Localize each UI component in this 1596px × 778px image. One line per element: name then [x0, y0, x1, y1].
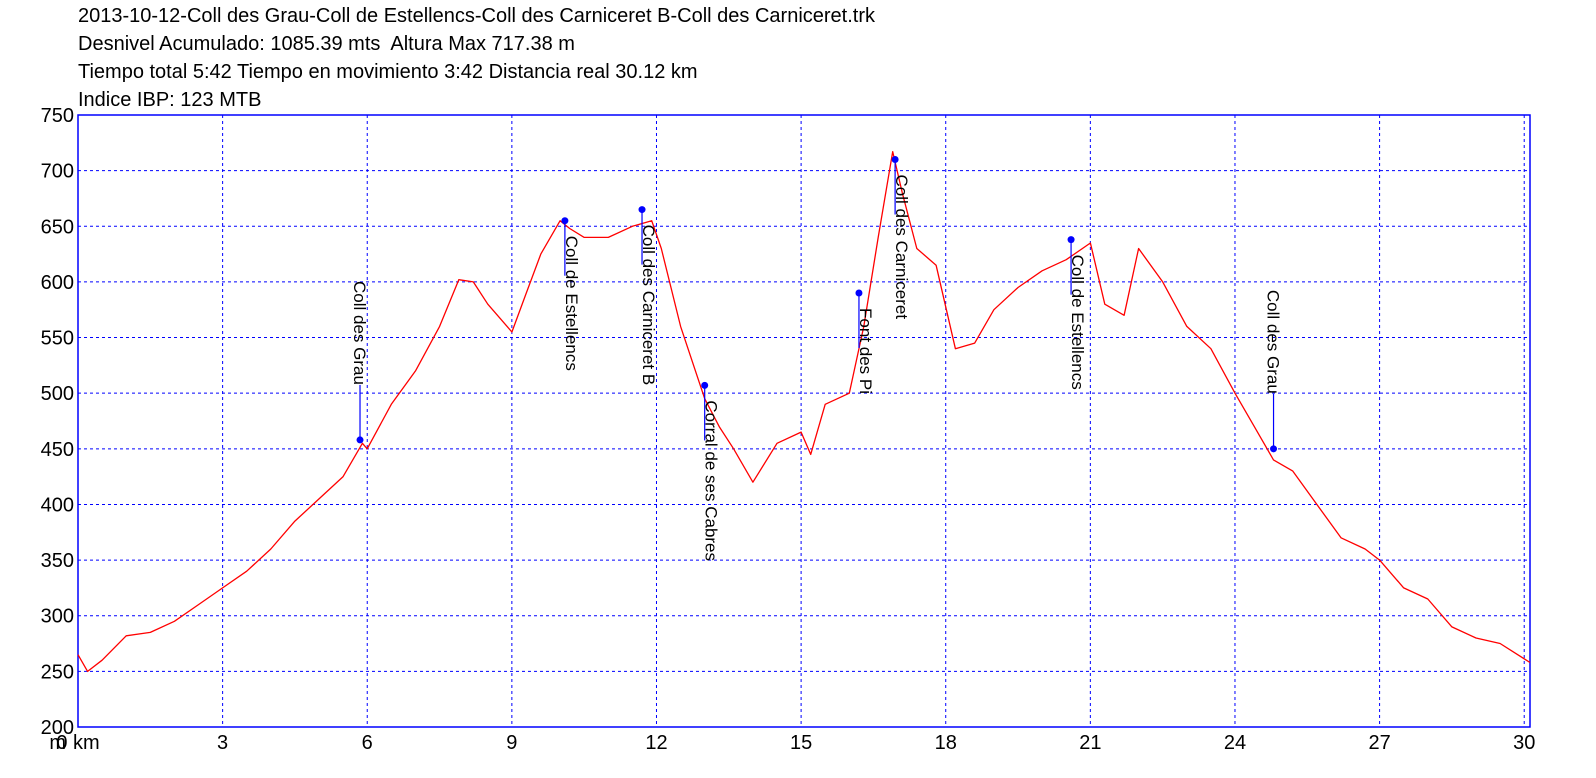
x-tick-label: 24: [1224, 732, 1246, 754]
y-tick-label: 200: [41, 717, 74, 739]
y-tick-label: 400: [41, 494, 74, 516]
ibp-index: Indice IBP: 123 MTB: [78, 89, 262, 111]
chart-title: 2013-10-12-Coll des Grau-Coll de Estelle…: [78, 5, 875, 27]
x-tick-label: 0 km: [56, 732, 99, 754]
x-tick-label: 18: [935, 732, 957, 754]
x-tick-label: 6: [362, 732, 373, 754]
waypoint-label: Coll de Estellencs: [1068, 255, 1087, 390]
waypoint-marker: [855, 289, 863, 297]
y-axis-unit-label: m: [49, 732, 66, 754]
x-tick-label: 30: [1513, 732, 1535, 754]
y-tick-label: 500: [41, 383, 74, 405]
waypoint-marker: [891, 156, 899, 164]
elevation-series-line: [77, 151, 1531, 673]
waypoint-label: Coll des Grau: [1264, 290, 1283, 394]
waypoint-label: Coll des Carniceret: [892, 175, 911, 320]
y-tick-label: 300: [41, 606, 74, 628]
y-tick-label: 650: [41, 216, 74, 238]
y-tick-label: 750: [41, 105, 74, 127]
waypoint-label: Font des Pi: [856, 308, 875, 394]
x-tick-label: 12: [645, 732, 667, 754]
time-summary: Tiempo total 5:42 Tiempo en movimiento 3…: [78, 61, 698, 83]
waypoint-marker: [561, 217, 569, 225]
y-tick-label: 350: [41, 550, 74, 572]
plot-frame: [77, 114, 1531, 728]
waypoint-label: Coll des Carniceret B: [639, 225, 658, 386]
waypoint-marker: [356, 436, 364, 444]
x-tick-label: 27: [1368, 732, 1390, 754]
x-tick-label: 9: [506, 732, 517, 754]
x-tick-label: 21: [1079, 732, 1101, 754]
y-tick-label: 450: [41, 439, 74, 461]
waypoint-marker: [701, 381, 709, 389]
waypoint-marker: [638, 206, 646, 214]
elevation-summary: Desnivel Acumulado: 1085.39 mts Altura M…: [78, 33, 575, 55]
waypoint-marker: [1270, 445, 1278, 453]
x-tick-label: 15: [790, 732, 812, 754]
y-tick-label: 700: [41, 161, 74, 183]
x-tick-label: 3: [217, 732, 228, 754]
waypoint-label: Corral de ses Cabres: [702, 400, 721, 561]
waypoint-label: Coll des Grau: [350, 281, 369, 385]
waypoint-label: Coll de Estellencs: [562, 236, 581, 371]
y-tick-label: 250: [41, 661, 74, 683]
y-tick-label: 600: [41, 272, 74, 294]
waypoint-marker: [1067, 236, 1075, 244]
y-tick-label: 550: [41, 328, 74, 350]
